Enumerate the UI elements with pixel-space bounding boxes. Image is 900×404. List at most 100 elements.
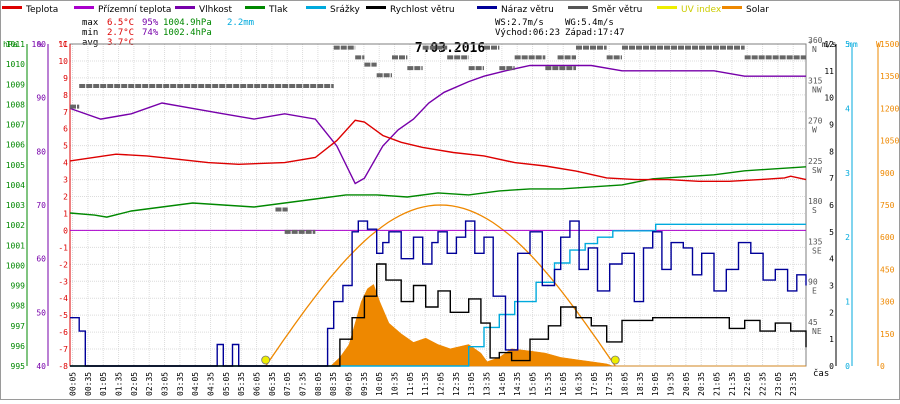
axis-mm-unit: mm: [848, 40, 858, 49]
series-temperature: [69, 119, 807, 182]
tick-time: 16:05: [559, 372, 568, 396]
tick-time: 04:35: [207, 372, 216, 396]
tick-time: 22:35: [759, 372, 768, 396]
tick-time: 13:05: [467, 372, 476, 396]
tick-time: 10:05: [375, 372, 384, 396]
tick-time: 22:05: [743, 372, 752, 396]
tick-hpa: 1006: [6, 141, 25, 150]
tick-time: 20:35: [697, 372, 706, 396]
stat-min-pressure: 1002.4hPa: [163, 28, 212, 38]
tick-time: 11:35: [421, 372, 430, 396]
right-axes: °m/smmW360N315NW270W225SW180S135SE90E45N…: [808, 36, 899, 371]
tick-time: 04:05: [191, 372, 200, 396]
tick-pct: 100: [32, 40, 47, 49]
tick-w: 600: [880, 233, 895, 242]
tick-w: 1350: [880, 72, 899, 81]
axis-pct-unit: %: [38, 40, 43, 49]
stat-sunset: Západ:17:47: [565, 28, 625, 38]
stat-max-temp: 6.5°C: [107, 18, 134, 28]
tick-celsius: -8: [58, 362, 68, 371]
tick-celsius: 11: [58, 40, 68, 49]
tick-celsius: -5: [58, 311, 68, 320]
tick-celsius: -6: [58, 328, 68, 337]
tick-time: 01:35: [115, 372, 124, 396]
legend-swatch: [722, 6, 742, 9]
tick-direction: 90: [808, 278, 818, 287]
tick-time: 09:05: [345, 372, 354, 396]
stat-max-humidity: 95%: [142, 18, 159, 28]
tick-celsius: 3: [63, 176, 68, 185]
tick-time: 05:35: [237, 372, 246, 396]
solar-max-line: [265, 204, 616, 367]
tick-celsius: 1: [63, 209, 68, 218]
tick-direction-label: NW: [812, 85, 822, 94]
tick-direction: 360: [808, 36, 823, 45]
tick-time: 12:35: [452, 372, 461, 396]
tick-celsius: -7: [58, 345, 68, 354]
tick-time: 09:35: [360, 372, 369, 396]
chart-title: 7.03.2016: [415, 41, 486, 56]
tick-hpa: 1002: [6, 221, 25, 230]
series-pressure: [69, 166, 807, 218]
legend-swatch: [366, 6, 386, 9]
series-solar: [70, 284, 806, 367]
tick-time: 08:05: [314, 372, 323, 396]
tick-mm: 3: [845, 169, 850, 178]
tick-time: 12:05: [437, 372, 446, 396]
tick-w: 450: [880, 265, 895, 274]
left-axes: hPa% °C9959969979989991000100110021003100…: [3, 40, 71, 371]
tick-hpa: 1005: [6, 161, 25, 170]
tick-w: 1200: [880, 104, 899, 113]
tick-w: 150: [880, 330, 895, 339]
tick-time: 13:35: [483, 372, 492, 396]
stat-min-temp: 2.7°C: [107, 28, 134, 38]
x-axis: 00:05 00:35 01:05 01:35 02:05 02:35 03:05 03:35…: [69, 368, 830, 396]
tick-time: 15:35: [544, 372, 553, 396]
legend-swatch: [175, 6, 195, 9]
tick-time: 14:05: [498, 372, 507, 396]
tick-ms: 8: [829, 147, 834, 156]
tick-time: 16:35: [575, 372, 584, 396]
tick-celsius: -4: [58, 294, 68, 303]
tick-pct: 80: [36, 147, 46, 156]
tick-hpa: 1009: [6, 80, 25, 89]
tick-hpa: 1007: [6, 121, 25, 130]
legend-label: Směr větru: [592, 5, 642, 15]
tick-time: 20:05: [682, 372, 691, 396]
tick-w: 750: [880, 201, 895, 210]
tick-ms: 2: [829, 308, 834, 317]
tick-celsius: 7: [63, 108, 68, 117]
tick-celsius: 6: [63, 125, 68, 134]
tick-ms: 0: [829, 362, 834, 371]
tick-hpa: 1000: [6, 261, 25, 270]
stat-wg: WG:5.4m/s: [565, 18, 614, 28]
tick-pct: 60: [36, 255, 46, 264]
tick-time: 18:05: [621, 372, 630, 396]
tick-time: 07:35: [299, 372, 308, 396]
tick-time: 00:35: [84, 372, 93, 396]
tick-hpa: 1003: [6, 201, 25, 210]
tick-time: 17:35: [605, 372, 614, 396]
tick-celsius: 2: [63, 193, 68, 202]
tick-pct: 50: [36, 308, 46, 317]
tick-hpa: 1004: [6, 181, 25, 190]
tick-direction: 270: [808, 117, 823, 126]
stat-max-label: max: [82, 18, 99, 28]
legend-label: Rychlost větru: [390, 5, 455, 15]
tick-time: 14:35: [513, 372, 522, 396]
tick-time: 00:05: [69, 372, 78, 396]
tick-time: 23:05: [774, 372, 783, 396]
tick-direction-label: NE: [812, 327, 822, 336]
tick-time: 02:05: [130, 372, 139, 396]
tick-w: 0: [880, 362, 885, 371]
tick-celsius: 5: [63, 142, 68, 151]
sunset-marker: [610, 355, 620, 365]
legend-label: Přízemní teplota: [98, 5, 171, 15]
tick-direction: 225: [808, 157, 823, 166]
legend-label: Vlhkost: [199, 5, 232, 15]
tick-mm: 4: [845, 104, 850, 113]
tick-direction-label: SW: [812, 166, 822, 175]
series-wind-direction: [70, 45, 806, 234]
